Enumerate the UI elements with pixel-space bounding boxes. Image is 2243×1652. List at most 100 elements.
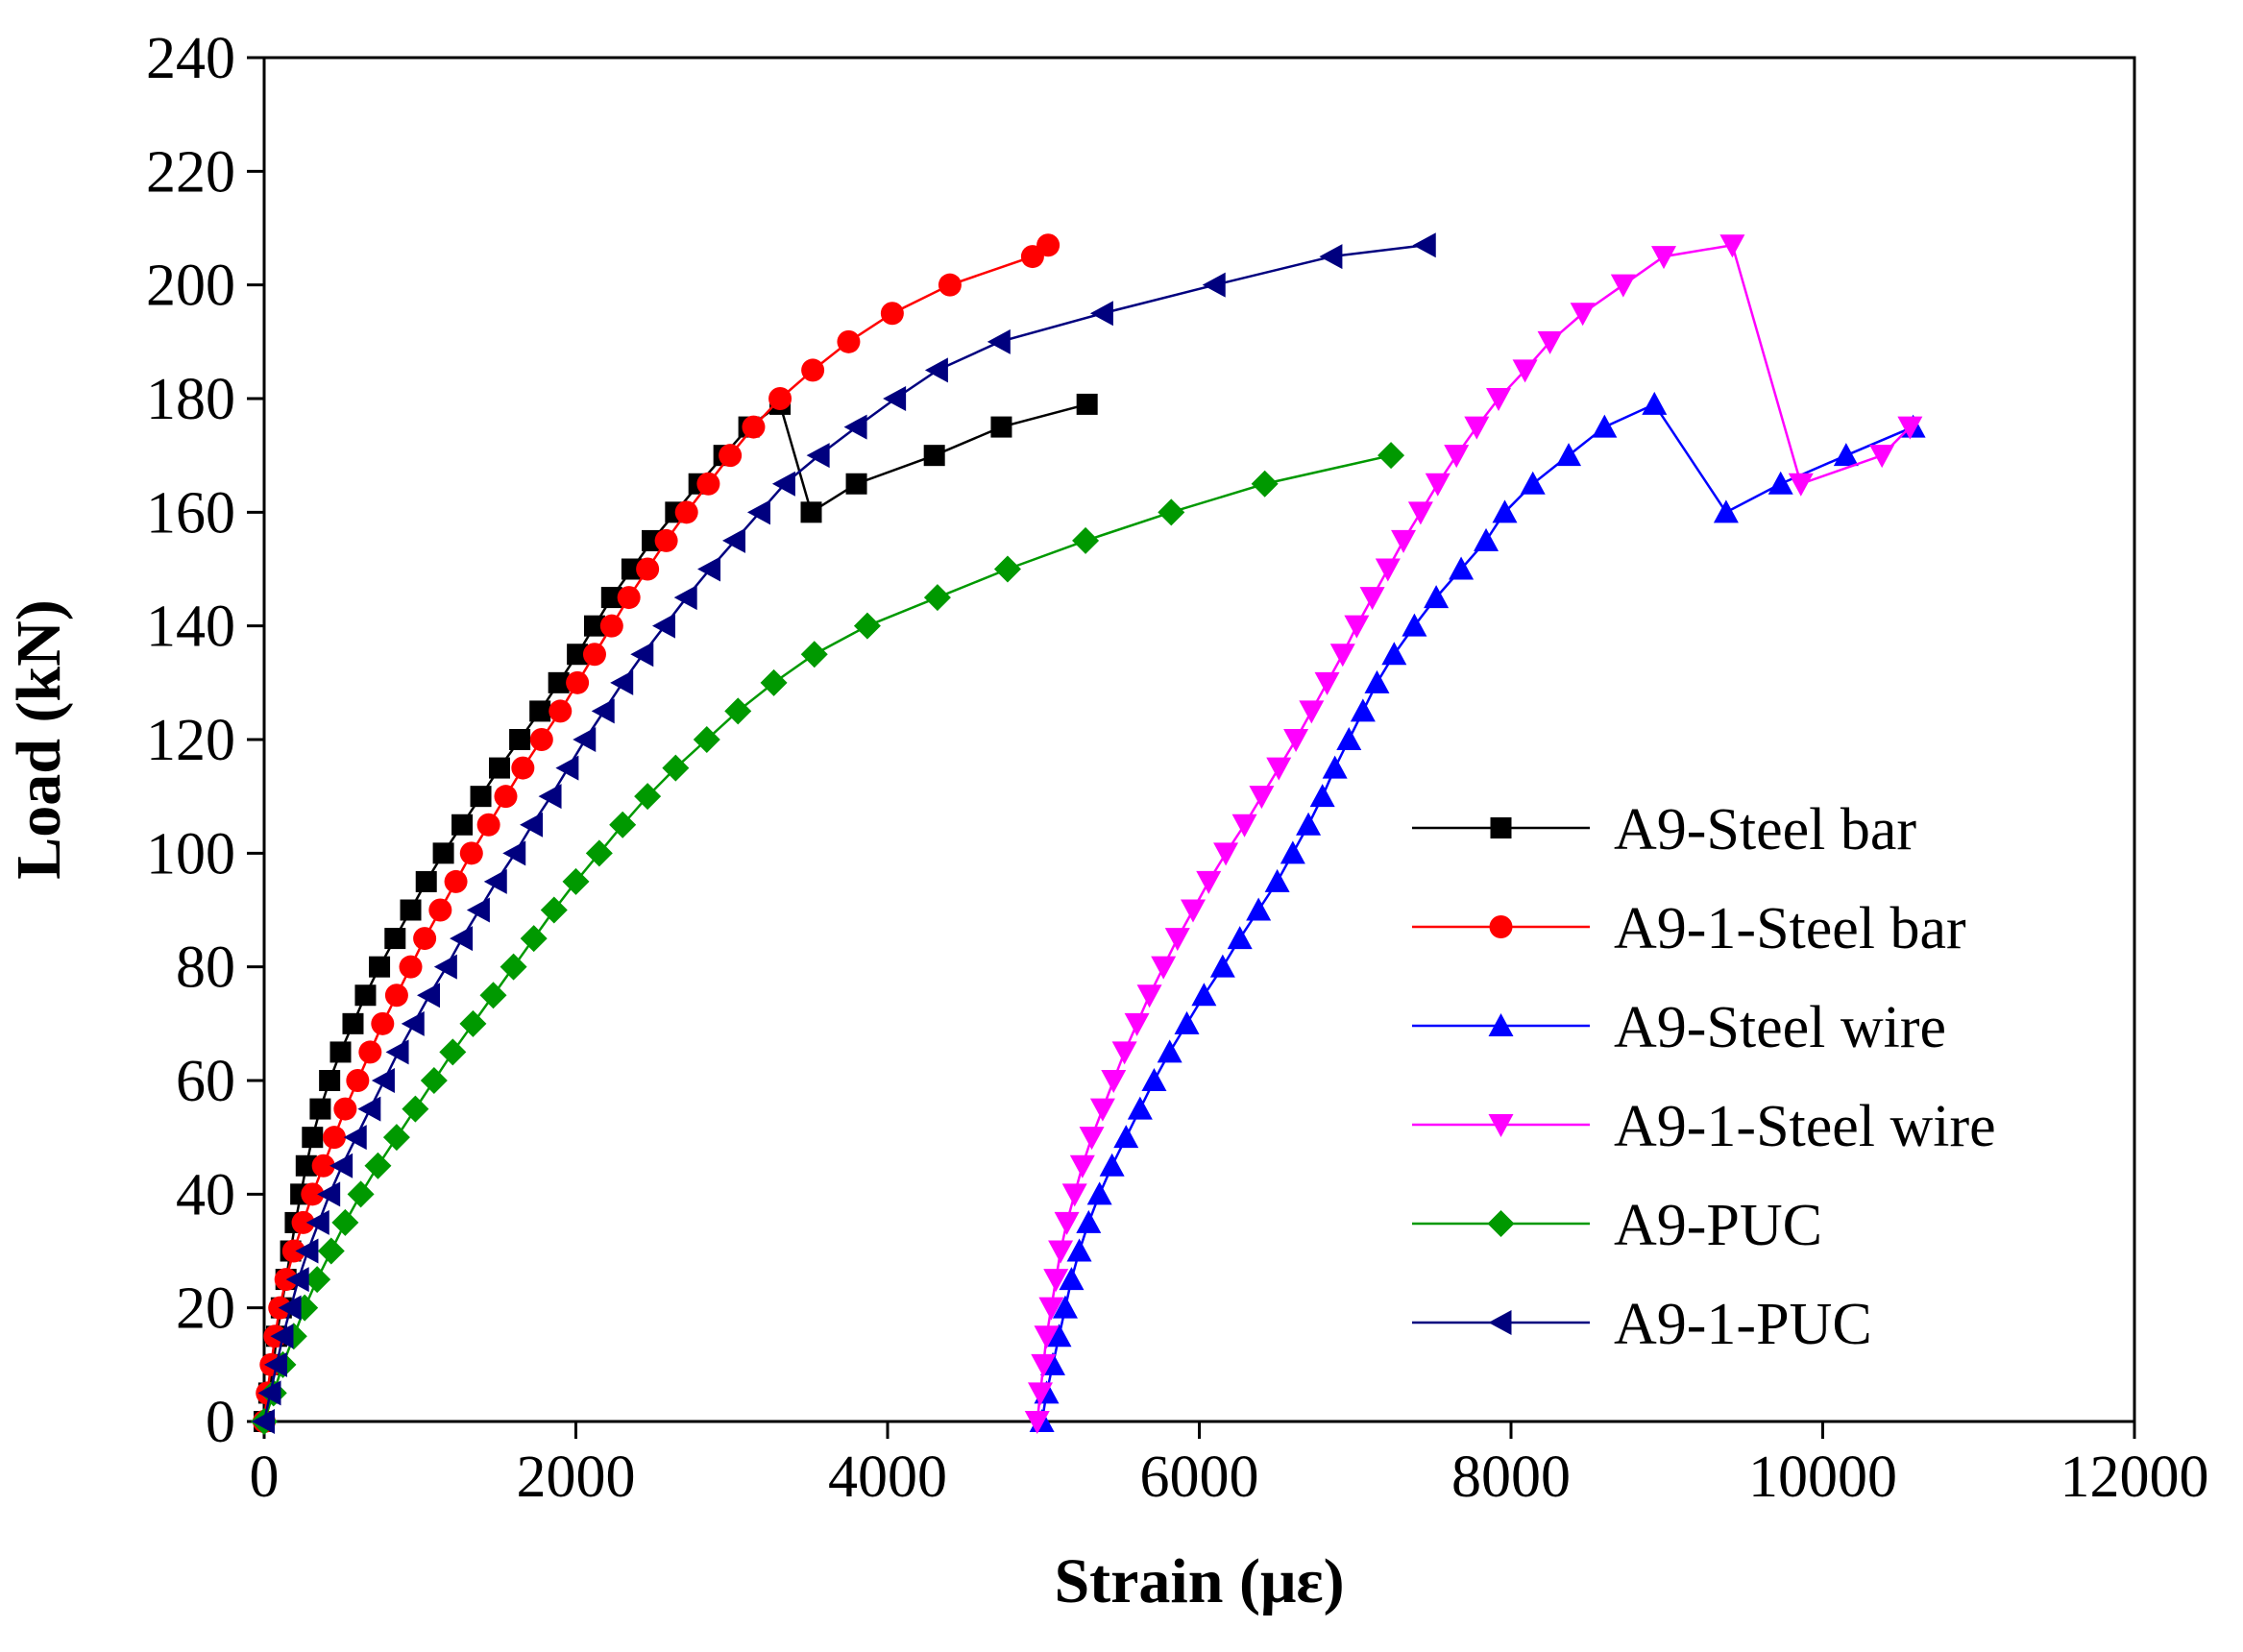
data-point <box>1897 416 1923 440</box>
data-point <box>1359 587 1385 611</box>
data-point <box>1072 526 1100 554</box>
data-point <box>1425 473 1451 497</box>
data-point <box>371 1068 395 1093</box>
y-tick-label: 20 <box>176 1276 235 1342</box>
legend-marker <box>1488 1013 1514 1036</box>
data-point <box>466 897 490 923</box>
data-point <box>693 726 720 753</box>
data-point <box>1833 443 1859 467</box>
data-point <box>347 1180 375 1208</box>
x-tick-label: 8000 <box>1451 1445 1571 1510</box>
legend-label: A9-PUC <box>1614 1193 1822 1258</box>
series-a9-1-steel-wire <box>1024 234 1923 1434</box>
legend-label: A9-1-Steel bar <box>1614 896 1966 961</box>
data-point <box>511 756 535 780</box>
data-point <box>1158 498 1185 526</box>
data-point <box>520 925 548 953</box>
series-a9-puc <box>251 442 1405 1435</box>
data-point <box>416 983 440 1008</box>
data-point <box>636 557 660 581</box>
data-point <box>529 700 551 722</box>
data-point <box>1089 301 1113 327</box>
data-point <box>402 1095 429 1123</box>
series-line <box>262 244 1426 1422</box>
x-tick-label: 12000 <box>2060 1445 2209 1510</box>
legend-entry: A9-Steel bar <box>1412 797 1916 862</box>
data-point <box>1174 1010 1200 1034</box>
data-point <box>585 839 613 867</box>
data-point <box>291 1210 315 1234</box>
data-point <box>1076 393 1098 415</box>
legend-marker <box>1487 1210 1515 1237</box>
data-point <box>1556 443 1582 467</box>
y-tick-label: 140 <box>146 595 235 660</box>
data-point <box>1246 897 1272 921</box>
data-point <box>1299 700 1325 724</box>
data-point <box>1537 330 1563 354</box>
data-point <box>1231 814 1257 838</box>
series-a9-steel-wire <box>1029 391 1926 1432</box>
data-point <box>384 928 406 950</box>
data-point <box>1136 984 1162 1008</box>
data-point <box>1111 1041 1137 1065</box>
data-point <box>1375 558 1401 582</box>
data-point <box>562 867 590 895</box>
data-point <box>1024 1411 1050 1434</box>
data-point <box>263 1351 287 1377</box>
data-point <box>270 1324 294 1349</box>
series-a9-steel-bar <box>254 393 1098 1432</box>
y-tick-label: 0 <box>206 1390 235 1455</box>
data-point <box>1344 615 1370 639</box>
data-point <box>451 814 474 836</box>
x-tick-label: 4000 <box>828 1445 947 1510</box>
data-point <box>1412 232 1436 258</box>
data-point <box>369 956 391 978</box>
data-point <box>1043 1269 1069 1293</box>
legend-marker <box>1489 915 1513 938</box>
data-point <box>1028 1382 1054 1406</box>
x-axis-title: Strain (με) <box>1054 1546 1344 1616</box>
data-point <box>853 612 881 640</box>
data-point <box>654 528 678 552</box>
data-point <box>845 473 867 495</box>
y-tick-label: 80 <box>176 935 235 1001</box>
data-point <box>610 669 634 695</box>
data-point <box>987 328 1011 354</box>
data-point <box>1336 727 1362 750</box>
data-point <box>309 1098 331 1120</box>
data-point <box>343 1125 367 1151</box>
y-tick-label: 40 <box>176 1162 235 1227</box>
data-point <box>1642 391 1668 415</box>
data-point <box>540 896 568 924</box>
data-point <box>364 1152 392 1179</box>
data-point <box>1869 445 1895 469</box>
data-point <box>1788 473 1814 497</box>
data-point <box>1768 471 1793 495</box>
data-point <box>494 785 518 809</box>
data-point <box>1141 1068 1167 1091</box>
data-point <box>1486 388 1512 411</box>
data-point <box>401 1010 425 1036</box>
series-a9-1-puc <box>252 232 1436 1434</box>
data-point <box>1151 956 1177 980</box>
data-point <box>696 472 720 496</box>
data-point <box>399 955 423 979</box>
data-point <box>1280 840 1305 864</box>
data-point <box>1444 445 1470 469</box>
data-point <box>509 729 531 750</box>
legend-entry: A9-PUC <box>1412 1193 1822 1258</box>
data-point <box>323 1126 347 1150</box>
legend-entry: A9-1-PUC <box>1412 1292 1872 1357</box>
data-point <box>1113 1125 1139 1149</box>
y-tick-label: 180 <box>146 367 235 432</box>
legend-marker <box>1488 1114 1514 1137</box>
data-point <box>385 1039 409 1065</box>
data-point <box>617 586 641 610</box>
x-tick-label: 2000 <box>517 1445 636 1510</box>
data-point <box>549 699 573 723</box>
data-point <box>357 1096 381 1122</box>
data-point <box>1227 926 1253 950</box>
data-point <box>573 727 597 752</box>
data-point <box>538 784 562 810</box>
data-point <box>329 1041 352 1063</box>
